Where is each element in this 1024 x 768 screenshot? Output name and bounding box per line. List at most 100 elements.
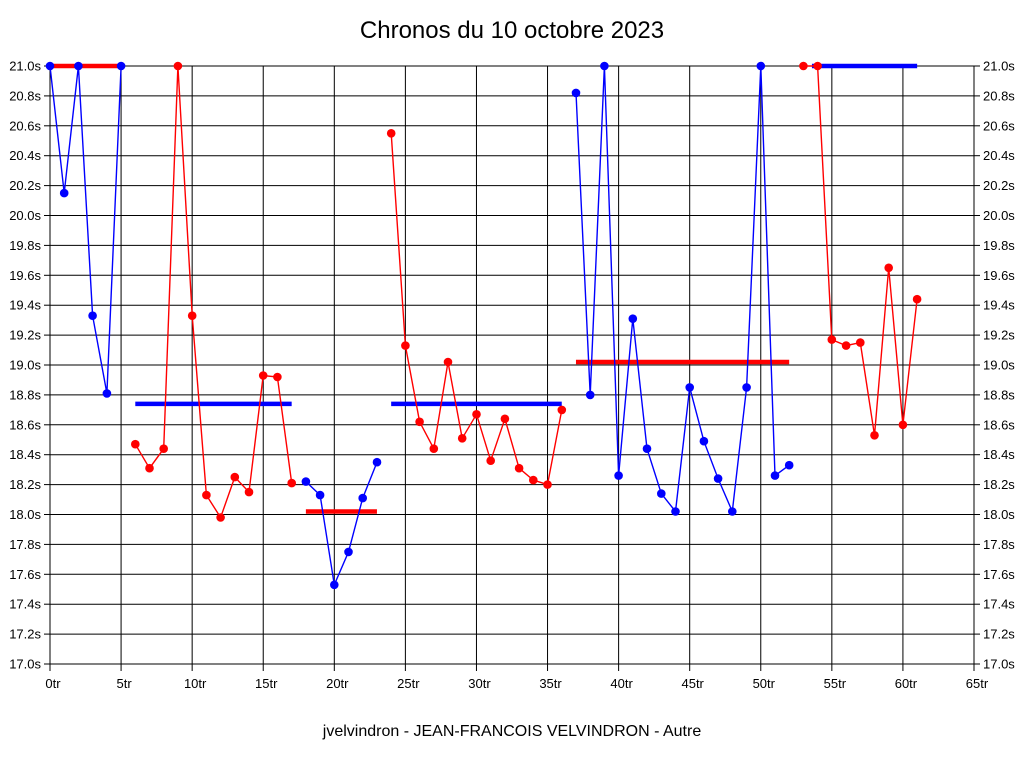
stint-4-red-lap-point — [529, 475, 538, 485]
y-tick-label-right: 17.0s — [983, 657, 1015, 672]
stint-4-red-lap-point — [486, 456, 496, 466]
stint-2-red-lap-point — [173, 61, 183, 71]
stint-5-blue-lap-point — [713, 474, 723, 483]
stint-3-blue-lap-point — [315, 490, 325, 500]
stint-2-red-line — [134, 65, 293, 520]
y-tick-label-left: 18.4s — [9, 447, 41, 462]
x-tick-label: 20tr — [326, 676, 349, 691]
y-tick-label-left: 17.2s — [9, 627, 41, 642]
stint-2-red-lap-point — [202, 490, 211, 500]
x-tick-label: 60tr — [895, 676, 918, 691]
stint-6-red-lap-point — [827, 335, 837, 344]
stint-4-red-lap-point — [415, 417, 424, 427]
y-tick-label-right: 19.0s — [983, 358, 1015, 373]
stint-2-red-lap-point — [216, 513, 225, 522]
stint-5-blue-lap-point — [685, 383, 694, 392]
stint-4-red-lap-point — [401, 341, 410, 350]
stint-5-blue-lap-point — [742, 383, 751, 392]
x-tick-label: 40tr — [610, 676, 633, 691]
y-tick-label-left: 20.0s — [9, 208, 41, 223]
stint-5-blue-line — [575, 65, 790, 515]
y-tick-label-left: 18.0s — [9, 507, 41, 522]
chart-title: Chronos du 10 octobre 2023 — [359, 17, 665, 44]
stint-4-red-lap-point — [514, 463, 524, 473]
y-tick-label-right: 18.4s — [983, 447, 1015, 462]
stint-3-blue-lap-point — [372, 457, 382, 467]
y-tick-label-left: 20.2s — [9, 178, 41, 193]
y-tick-label-left: 19.2s — [9, 328, 41, 343]
x-tick-label: 55tr — [824, 676, 847, 691]
stint-4-red-lap-point — [500, 414, 510, 424]
y-tick-label-right: 19.2s — [983, 328, 1015, 343]
y-tick-label-right: 20.6s — [983, 118, 1015, 133]
y-tick-label-right: 19.4s — [983, 298, 1015, 313]
y-tick-label-left: 18.6s — [9, 417, 41, 432]
y-tick-label-left: 17.4s — [9, 597, 41, 612]
stint-3-blue-lap-point — [344, 547, 353, 557]
y-tick-label-right: 18.2s — [983, 477, 1015, 492]
stint-6-red-lap-point — [856, 338, 865, 347]
stint-4-red-lap-point — [443, 357, 453, 367]
stint-3-blue-line — [305, 461, 378, 588]
stint-2-red-lap-point — [145, 463, 154, 473]
stint-3-blue-lap-point — [330, 580, 339, 590]
y-tick-label-right: 20.0s — [983, 208, 1015, 223]
y-tick-label-left: 17.6s — [9, 567, 41, 582]
stint-2-red-lap-point — [287, 478, 297, 488]
stint-5-blue-lap-point — [699, 436, 709, 446]
y-tick-label-right: 18.8s — [983, 387, 1015, 402]
stint-4-red-lap-point — [386, 129, 396, 138]
stint-2-red-lap-point — [258, 371, 268, 380]
stint-5-blue-lap-point — [784, 460, 794, 470]
stint-1-blue-lap-point — [45, 61, 55, 71]
driver-caption: jvelvindron - JEAN-FRANCOIS VELVINDRON -… — [322, 723, 702, 740]
y-tick-label-right: 17.2s — [983, 627, 1015, 642]
stint-5-blue-lap-point — [770, 471, 780, 480]
stint-2-red-lap-point — [244, 487, 254, 497]
stint-5-blue-lap-point — [628, 314, 638, 324]
y-tick-label-left: 19.6s — [9, 268, 41, 283]
y-tick-label-right: 20.2s — [983, 178, 1015, 193]
x-tick-label: 35tr — [539, 676, 562, 691]
stint-1-blue-lap-point — [88, 311, 97, 321]
stint-4-red-lap-point — [557, 405, 567, 415]
stint-5-blue-lap-point — [671, 507, 680, 516]
stint-6-red-lap-point — [898, 420, 908, 430]
y-tick-label-right: 20.4s — [983, 148, 1015, 163]
y-tick-label-right: 19.8s — [983, 238, 1015, 253]
x-tick-label: 15tr — [255, 676, 278, 691]
stint-6-red-lap-point — [870, 431, 879, 440]
stint-2-red-lap-point — [187, 311, 197, 321]
stint-4-red-lap-point — [429, 444, 439, 454]
y-tick-label-right: 20.8s — [983, 88, 1015, 103]
x-tick-label: 45tr — [681, 676, 704, 691]
x-tick-label: 30tr — [468, 676, 491, 691]
y-tick-label-left: 20.8s — [9, 88, 41, 103]
stint-3-blue-lap-point — [301, 477, 311, 486]
stint-2-red-lap-point — [230, 472, 240, 482]
y-tick-label-right: 21.0s — [983, 59, 1015, 74]
stint-1-blue-lap-point — [59, 188, 69, 198]
y-tick-label-left: 19.4s — [9, 298, 41, 313]
y-tick-label-right: 18.6s — [983, 417, 1015, 432]
y-tick-label-right: 19.6s — [983, 268, 1015, 283]
stint-4-red-lap-point — [472, 410, 481, 419]
stint-6-red-lap-point — [912, 294, 922, 304]
stint-5-blue-lap-point — [756, 61, 766, 71]
x-tick-label: 5tr — [116, 676, 132, 691]
stint-5-blue-lap-point — [571, 88, 581, 98]
y-tick-label-left: 17.8s — [9, 537, 41, 552]
x-tick-label: 0tr — [45, 676, 61, 691]
stint-5-blue-lap-point — [728, 507, 737, 516]
y-tick-label-left: 19.8s — [9, 238, 41, 253]
y-tick-label-left: 20.6s — [9, 118, 41, 133]
stint-6-red-lap-point — [799, 61, 808, 71]
y-tick-label-right: 18.0s — [983, 507, 1015, 522]
y-tick-label-left: 17.0s — [9, 657, 41, 672]
stint-2-red-lap-point — [131, 439, 140, 449]
y-tick-label-right: 17.4s — [983, 597, 1015, 612]
stint-1-blue-line — [49, 65, 122, 394]
y-tick-label-left: 18.8s — [9, 387, 41, 402]
